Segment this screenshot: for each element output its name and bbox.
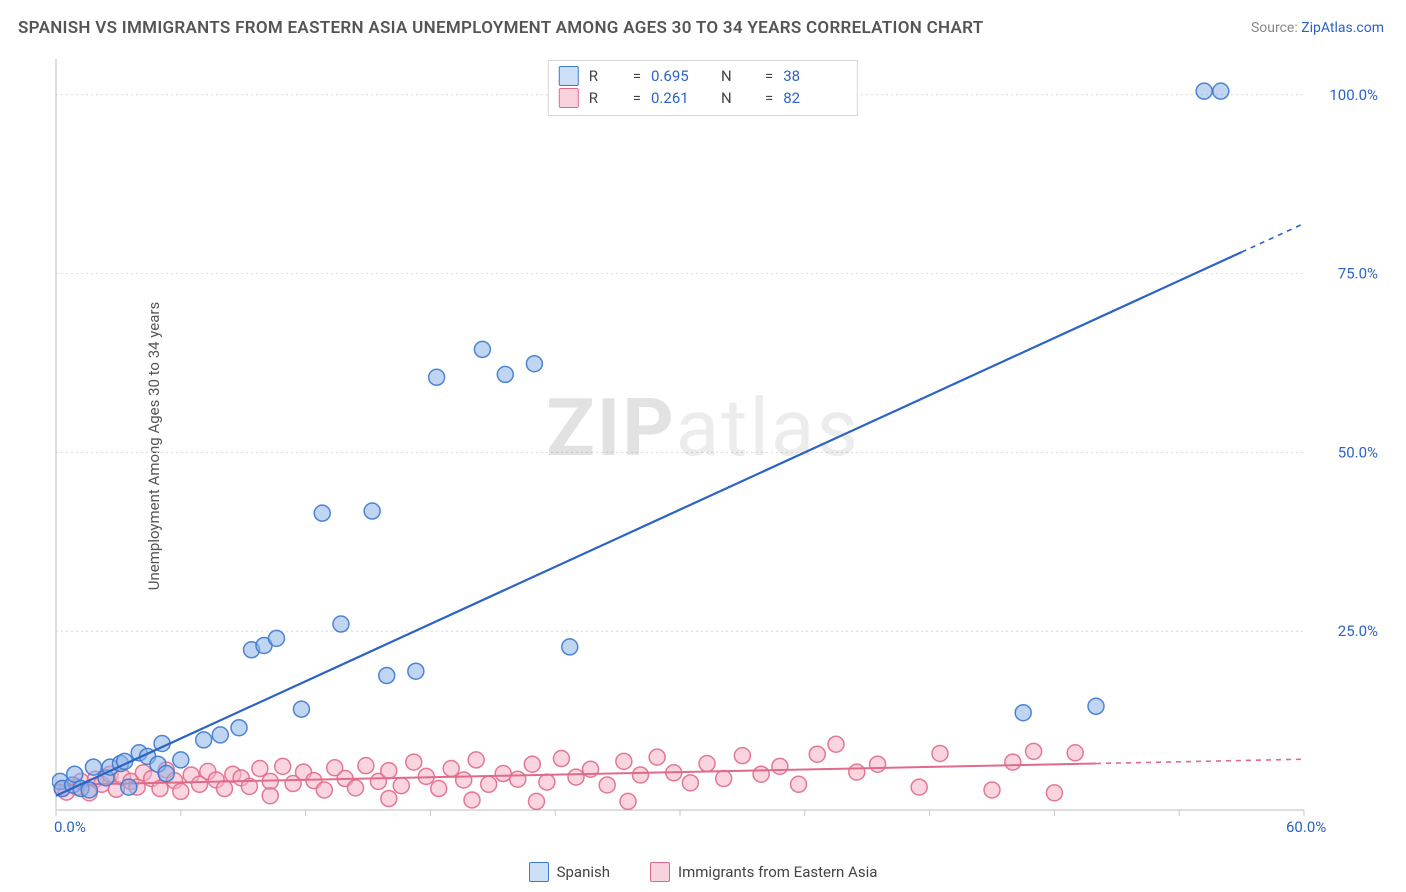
legend-N-value: 38 <box>783 65 843 87</box>
svg-text:50.0%: 50.0% <box>1338 443 1378 461</box>
svg-text:0.0%: 0.0% <box>54 818 86 836</box>
legend-N-value: 82 <box>783 87 843 109</box>
equals-icon: = <box>633 65 641 87</box>
source-attribution: Source: ZipAtlas.com <box>1251 20 1384 36</box>
chart-svg: 25.0% 50.0% 75.0% 100.0% 0.0% 60.0% <box>52 55 1388 840</box>
legend-row-spanish: R = 0.695 N = 38 <box>559 65 843 87</box>
source-label: Source: <box>1251 20 1301 36</box>
equals-icon: = <box>765 87 773 109</box>
series-legend: Spanish Immigrants from Eastern Asia <box>0 862 1406 882</box>
svg-text:75.0%: 75.0% <box>1338 265 1378 283</box>
legend-R-value: 0.695 <box>651 65 711 87</box>
scatter-chart: 25.0% 50.0% 75.0% 100.0% 0.0% 60.0% <box>52 55 1388 840</box>
legend-R-value: 0.261 <box>651 87 711 109</box>
legend-item-immigrants: Immigrants from Eastern Asia <box>650 862 877 882</box>
swatch-icon <box>559 88 579 108</box>
correlation-legend: R = 0.695 N = 38 R = 0.261 N = 82 <box>548 60 858 116</box>
legend-N-label: N <box>721 65 755 87</box>
swatch-icon <box>559 66 579 86</box>
legend-R-label: R <box>589 65 623 87</box>
legend-N-label: N <box>721 87 755 109</box>
svg-text:100.0%: 100.0% <box>1329 86 1378 104</box>
equals-icon: = <box>765 65 773 87</box>
swatch-icon <box>529 862 549 882</box>
legend-item-spanish: Spanish <box>529 862 610 882</box>
svg-text:60.0%: 60.0% <box>1286 818 1326 836</box>
legend-R-label: R <box>589 87 623 109</box>
swatch-icon <box>650 862 670 882</box>
chart-title: SPANISH VS IMMIGRANTS FROM EASTERN ASIA … <box>18 18 983 38</box>
legend-row-immigrants: R = 0.261 N = 82 <box>559 87 843 109</box>
legend-label: Spanish <box>557 863 610 881</box>
equals-icon: = <box>633 87 641 109</box>
legend-label: Immigrants from Eastern Asia <box>678 863 877 881</box>
source-link[interactable]: ZipAtlas.com <box>1301 20 1384 36</box>
svg-text:25.0%: 25.0% <box>1338 622 1378 640</box>
